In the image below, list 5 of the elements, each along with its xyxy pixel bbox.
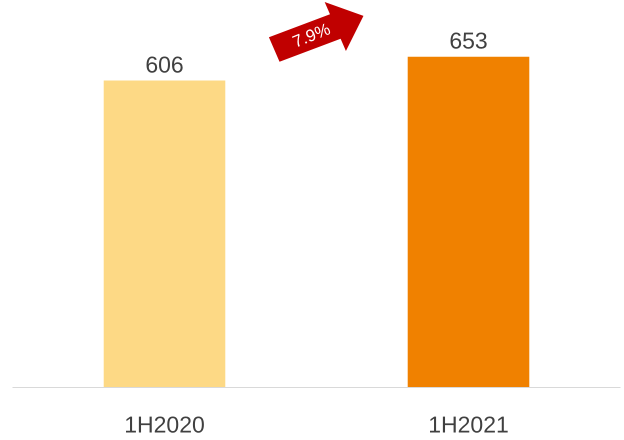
- x-tick-label: 1H2021: [428, 412, 509, 438]
- x-tick-label: 1H2020: [124, 412, 205, 438]
- text: 7.9%: [290, 19, 333, 52]
- data-label: 653: [449, 28, 488, 54]
- data-label: 606: [145, 52, 184, 78]
